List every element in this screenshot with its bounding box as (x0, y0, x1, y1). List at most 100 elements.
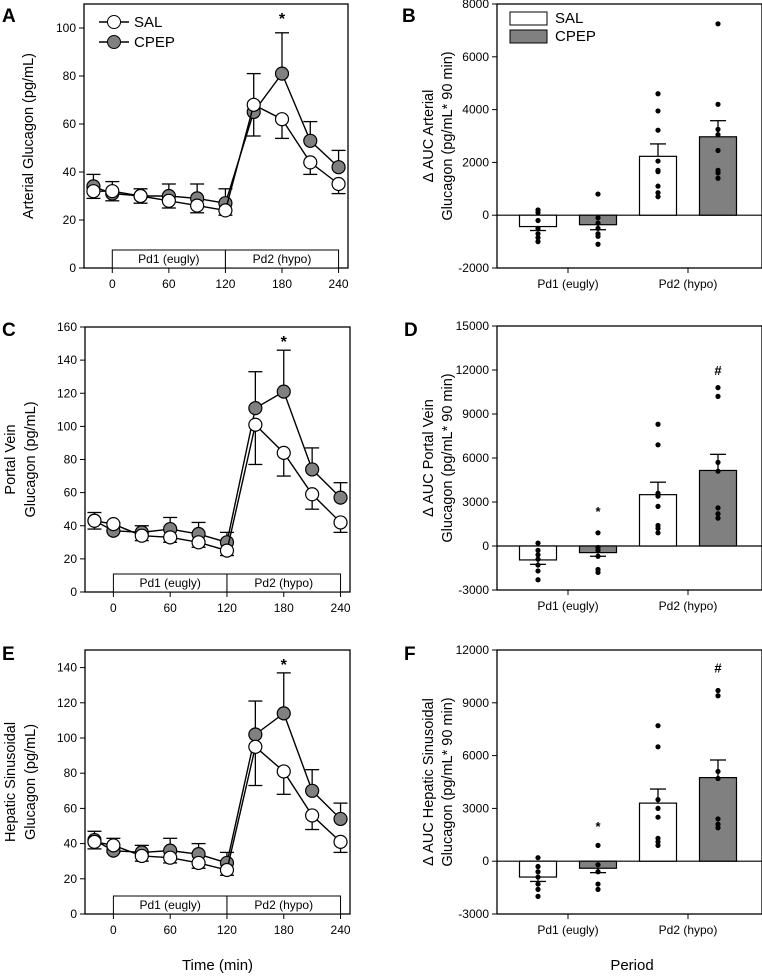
panel-c: C 0 20 40 60 80 100 120 140 160 Portal Vein Glucago… (2, 320, 351, 615)
data-point-sal (331, 176, 346, 192)
y-tick-label: 6000 (462, 451, 489, 465)
x-category-label: Pd2 (hypo) (659, 923, 718, 937)
individual-data-point (715, 21, 721, 27)
y-tick-label: 140 (57, 661, 77, 675)
panel-letter: C (2, 320, 16, 341)
individual-data-point (655, 108, 661, 114)
individual-data-point (535, 886, 541, 892)
y-axis-title: Glucagon (pg/mL* 90 min) (440, 697, 456, 866)
individual-data-point (655, 525, 661, 532)
individual-data-point (535, 552, 541, 558)
individual-data-point (715, 393, 721, 399)
y-tick-label: 3000 (462, 801, 489, 815)
x-tick-label: 240 (331, 923, 351, 937)
individual-data-point (535, 209, 541, 216)
individual-data-point (715, 687, 721, 694)
plot-frame (84, 649, 351, 915)
y-tick-label: 9000 (462, 407, 489, 421)
y-tick-label: 40 (64, 837, 78, 851)
y-tick-label: 80 (63, 69, 77, 83)
individual-data-point (655, 805, 661, 812)
period-label: Pd1 (eugly) (139, 898, 200, 912)
individual-data-point (715, 515, 721, 521)
y-axis-title: Δ AUC Portal Vein (421, 399, 437, 517)
plot-frame (84, 326, 351, 593)
individual-data-point (535, 881, 541, 887)
x-tick-label: 120 (215, 277, 235, 291)
panel-d: D -3000 0 3000 6000 9000 12000 15000 Δ AUC Porta… (404, 319, 762, 613)
individual-data-point (715, 825, 721, 831)
x-category-label: Pd2 (hypo) (659, 277, 718, 291)
panel-e: E 0 20 40 60 80 100 120 140 Hepatic Sinusoidal Glu… (2, 644, 351, 974)
y-axis-title: Hepatic Sinusoidal (3, 722, 19, 842)
panel-a: A 0 20 40 60 80 100 Arterial Glucagon (pg/mL) 0 6… (2, 3, 349, 291)
data-point-cpep (305, 462, 320, 477)
data-point-cpep (303, 133, 318, 148)
data-point-cpep (305, 783, 320, 798)
y-tick-label: 120 (57, 386, 77, 400)
y-tick-label: 6000 (462, 749, 489, 763)
x-tick-label: 60 (162, 277, 176, 291)
individual-data-point (715, 147, 721, 154)
y-tick-label: 160 (57, 320, 77, 334)
individual-data-point (715, 101, 721, 107)
y-tick-label: 12000 (456, 363, 490, 377)
y-tick-label: 140 (57, 353, 77, 367)
period-label: Pd2 (hypo) (254, 576, 313, 590)
y-axis-title: Arterial Glucagon (pg/mL) (21, 53, 37, 219)
data-point-sal (246, 97, 261, 112)
panel-b: B -2000 0 2000 4000 6000 8000 Δ AUC Arterial Glu… (402, 0, 762, 291)
series-line-sal (94, 745, 342, 871)
bar-sal (638, 802, 678, 862)
panel-letter: B (402, 6, 416, 27)
x-tick-label: 0 (109, 277, 116, 291)
y-tick-label: 0 (69, 261, 76, 275)
individual-data-point (715, 693, 721, 699)
data-point-cpep (333, 811, 348, 827)
y-tick-label: 15000 (456, 319, 490, 333)
significance-marker: * (595, 504, 601, 519)
data-point-sal (134, 528, 149, 543)
x-tick-label: 240 (331, 601, 351, 615)
data-point-sal (218, 203, 233, 218)
y-tick-label: 2000 (462, 155, 489, 169)
y-tick-label: 60 (64, 486, 78, 500)
individual-data-point (655, 194, 661, 200)
individual-data-point (655, 493, 661, 499)
series-line-sal (94, 423, 342, 552)
individual-data-point (715, 768, 721, 775)
individual-data-point (655, 530, 661, 536)
series-line-cpep (94, 712, 342, 864)
legend-label: SAL (134, 14, 162, 31)
individual-data-point (535, 855, 541, 861)
significance-marker: # (714, 363, 722, 378)
data-point-cpep (248, 401, 263, 416)
individual-data-point (595, 886, 601, 892)
individual-data-point (535, 225, 541, 231)
significance-marker: # (714, 661, 722, 676)
individual-data-point (595, 220, 601, 226)
y-tick-label: 9000 (462, 696, 489, 710)
individual-data-point (655, 421, 661, 427)
data-point-sal (106, 516, 121, 532)
y-tick-label: 20 (63, 213, 77, 227)
x-tick-label: 60 (163, 601, 177, 615)
individual-data-point (595, 569, 601, 576)
data-point-sal (190, 198, 205, 213)
panel-letter: A (2, 6, 16, 27)
data-point-sal (219, 862, 235, 878)
y-axis-title: Portal Vein (3, 424, 19, 494)
period-box (226, 895, 342, 915)
individual-data-point (535, 239, 541, 245)
period-label: Pd1 (eugly) (139, 576, 200, 590)
individual-data-point (655, 91, 661, 97)
data-point-sal (161, 193, 176, 208)
y-tick-label: 60 (64, 801, 78, 815)
individual-data-point (535, 217, 541, 224)
data-point-sal (276, 764, 291, 779)
data-point-sal (163, 850, 178, 865)
individual-data-point (715, 385, 721, 391)
individual-data-point (595, 233, 601, 239)
individual-data-point (535, 540, 541, 546)
x-category-label: Pd1 (eugly) (537, 923, 598, 937)
